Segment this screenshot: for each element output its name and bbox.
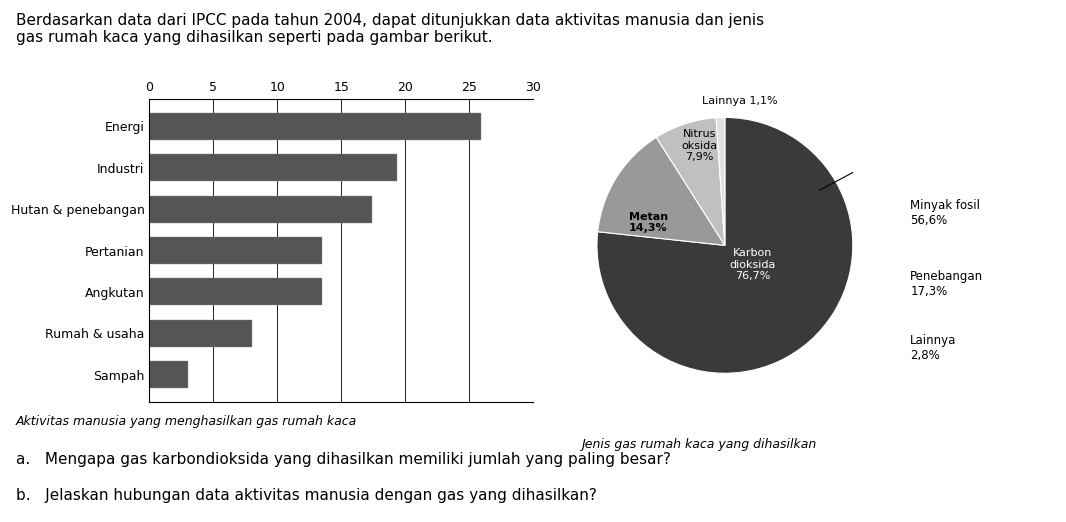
- Text: Metan
14,3%: Metan 14,3%: [629, 211, 667, 233]
- Text: Lainnya 1,1%: Lainnya 1,1%: [702, 96, 778, 106]
- Bar: [149, 279, 322, 305]
- Text: Nitrus
oksida
7,9%: Nitrus oksida 7,9%: [681, 129, 717, 162]
- Bar: [149, 361, 188, 388]
- Text: a.   Mengapa gas karbondioksida yang dihasilkan memiliki jumlah yang paling besa: a. Mengapa gas karbondioksida yang dihas…: [16, 452, 671, 467]
- Wedge shape: [598, 137, 725, 245]
- Text: b.   Jelaskan hubungan data aktivitas manusia dengan gas yang dihasilkan?: b. Jelaskan hubungan data aktivitas manu…: [16, 488, 597, 503]
- Wedge shape: [657, 118, 725, 245]
- Text: Aktivitas manusia yang menghasilkan gas rumah kaca: Aktivitas manusia yang menghasilkan gas …: [16, 415, 357, 428]
- Text: Minyak fosil
56,6%: Minyak fosil 56,6%: [910, 199, 981, 228]
- Bar: [149, 113, 481, 140]
- Wedge shape: [716, 117, 725, 245]
- Bar: [149, 320, 252, 347]
- Wedge shape: [597, 117, 853, 373]
- Bar: [149, 196, 372, 222]
- Text: Karbon
dioksida
76,7%: Karbon dioksida 76,7%: [730, 248, 776, 281]
- Bar: [149, 237, 322, 264]
- Text: Lainnya
2,8%: Lainnya 2,8%: [910, 334, 957, 362]
- Text: Penebangan
17,3%: Penebangan 17,3%: [910, 270, 984, 298]
- Text: Jenis gas rumah kaca yang dihasilkan: Jenis gas rumah kaca yang dihasilkan: [581, 438, 817, 452]
- Text: Berdasarkan data dari IPCC pada tahun 2004, dapat ditunjukkan data aktivitas man: Berdasarkan data dari IPCC pada tahun 20…: [16, 13, 764, 45]
- Bar: [149, 155, 398, 181]
